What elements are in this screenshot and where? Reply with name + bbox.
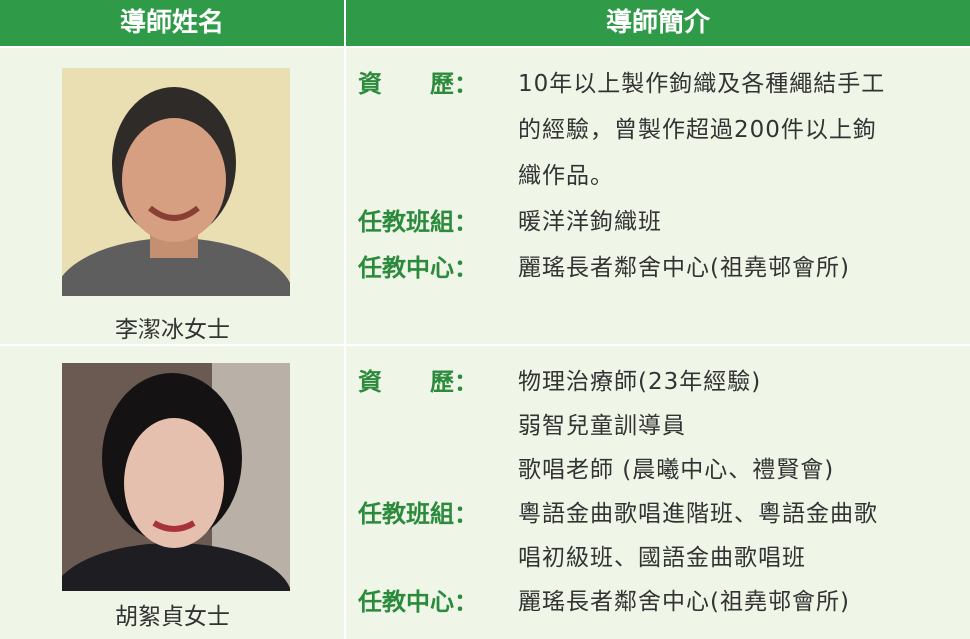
header-cell: 導師簡介 (346, 0, 970, 46)
field-text: 麗瑤長者鄰舍中心(祖堯邨會所) (518, 255, 850, 281)
field-text: 物理治療師(23年經驗) (518, 369, 762, 395)
header-cell: 導師姓名 (0, 0, 344, 46)
field-text: 粵語金曲歌唱進階班、粵語金曲歌 (518, 501, 878, 527)
field-text: 歌唱老師 (晨曦中心、禮賢會) (518, 457, 835, 483)
photo (62, 363, 290, 591)
field-label: 任教中心： (358, 588, 478, 616)
field-label: 任教班組： (358, 500, 478, 528)
field-text: 麗瑤長者鄰舍中心(祖堯邨會所) (518, 589, 850, 615)
field-label: 任教中心： (358, 254, 478, 282)
field-text: 暖洋洋鉤織班 (518, 209, 662, 235)
tutor-name: 李潔冰女士 (115, 317, 230, 343)
field-text: 10年以上製作鉤織及各種繩結手工 (518, 71, 886, 97)
detail-cell (346, 346, 970, 639)
photo (62, 68, 290, 296)
field-label: 資 歷： (358, 368, 478, 396)
field-label: 任教班組： (358, 208, 478, 236)
field-text: 織作品。 (518, 163, 614, 189)
field-text: 弱智兒童訓導員 (518, 413, 686, 439)
field-label: 資 歷： (358, 70, 478, 98)
detail-cell (346, 48, 970, 344)
tutor-name: 胡絮貞女士 (115, 604, 230, 630)
field-text: 的經驗，曾製作超過200件以上鉤 (518, 117, 877, 143)
field-text: 唱初級班、國語金曲歌唱班 (518, 545, 806, 571)
